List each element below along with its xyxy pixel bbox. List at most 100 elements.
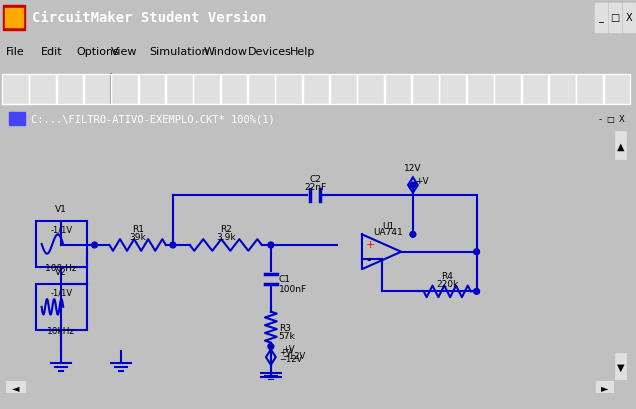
Circle shape — [410, 183, 416, 189]
Text: R4: R4 — [441, 271, 453, 280]
Bar — [576, 74, 603, 105]
Circle shape — [170, 243, 176, 248]
Bar — [111, 74, 138, 105]
Bar — [357, 74, 384, 105]
Bar — [609, 4, 621, 33]
Bar — [221, 74, 247, 105]
Text: R3: R3 — [279, 323, 291, 332]
Text: 39k: 39k — [129, 233, 146, 242]
Text: V2: V2 — [55, 267, 67, 276]
Text: −12V: −12V — [279, 354, 302, 363]
Bar — [385, 74, 411, 105]
Bar — [275, 74, 302, 105]
Bar — [412, 74, 439, 105]
Text: 22nF: 22nF — [304, 182, 326, 191]
Bar — [467, 74, 494, 105]
Bar — [439, 74, 466, 105]
Text: -1/1V: -1/1V — [50, 225, 73, 234]
Bar — [330, 74, 357, 105]
Bar — [549, 74, 576, 105]
Circle shape — [410, 232, 416, 238]
Circle shape — [474, 289, 480, 294]
Bar — [522, 74, 548, 105]
Bar — [357, 74, 384, 105]
Bar — [139, 74, 165, 105]
Bar — [604, 74, 630, 105]
Bar — [439, 74, 466, 105]
Text: +V: +V — [282, 344, 295, 353]
Bar — [303, 74, 329, 105]
Bar — [595, 112, 605, 127]
Text: U1: U1 — [382, 221, 394, 230]
Bar — [623, 4, 635, 33]
Circle shape — [92, 243, 97, 248]
Text: 100 Hz: 100 Hz — [45, 264, 77, 273]
Bar — [303, 74, 329, 105]
Bar — [29, 74, 56, 105]
Bar — [221, 74, 247, 105]
Text: −12V: −12V — [282, 351, 306, 360]
Bar — [193, 74, 220, 105]
Bar — [248, 74, 275, 105]
Circle shape — [474, 249, 480, 255]
Bar — [57, 74, 83, 105]
Bar — [467, 74, 494, 105]
Text: CircuitMaker Student Version: CircuitMaker Student Version — [32, 11, 266, 25]
Bar — [330, 74, 357, 105]
Text: Edit: Edit — [41, 47, 63, 57]
Bar — [623, 4, 635, 33]
Bar — [615, 132, 626, 160]
Text: _: _ — [598, 13, 604, 23]
Bar — [36, 284, 86, 330]
Bar — [615, 353, 626, 380]
Text: +V: +V — [279, 347, 291, 356]
Text: Devices: Devices — [248, 47, 292, 57]
Bar — [139, 74, 165, 105]
Bar — [193, 74, 220, 105]
Text: 100nF: 100nF — [279, 284, 307, 293]
Bar — [595, 381, 614, 393]
Bar — [57, 74, 83, 105]
Text: Options: Options — [76, 47, 119, 57]
Bar — [10, 112, 25, 126]
Text: View: View — [111, 47, 138, 57]
Bar — [522, 74, 548, 105]
Bar — [6, 381, 25, 393]
Text: -: - — [598, 115, 602, 124]
Text: ►: ► — [601, 382, 609, 392]
Text: File: File — [6, 47, 25, 57]
Bar — [29, 74, 56, 105]
Text: -1/1V: -1/1V — [50, 288, 73, 297]
Text: UA741: UA741 — [373, 228, 403, 237]
Text: X: X — [618, 115, 624, 124]
Bar — [2, 74, 29, 105]
Bar — [166, 74, 193, 105]
Bar — [3, 5, 25, 31]
Circle shape — [268, 344, 274, 350]
Text: -: - — [366, 253, 370, 266]
Text: Window: Window — [204, 47, 247, 57]
Text: +: + — [366, 239, 375, 249]
Bar — [385, 74, 411, 105]
Text: V1: V1 — [55, 204, 67, 213]
Bar — [616, 112, 626, 127]
Bar — [549, 74, 576, 105]
Text: ▲: ▲ — [617, 141, 625, 151]
Bar — [604, 74, 630, 105]
Bar — [595, 4, 607, 33]
Text: 3.9k: 3.9k — [216, 233, 235, 242]
Bar — [84, 74, 111, 105]
Text: C:...\FILTRO-ATIVO-EXEMPLO.CKT* 100%(1): C:...\FILTRO-ATIVO-EXEMPLO.CKT* 100%(1) — [31, 114, 275, 124]
Text: 220k: 220k — [436, 279, 459, 288]
Bar — [494, 74, 521, 105]
Text: C2: C2 — [309, 175, 321, 184]
Bar — [606, 112, 615, 127]
Text: C1: C1 — [279, 274, 291, 283]
Text: □: □ — [607, 115, 614, 124]
Text: 10kHz: 10kHz — [47, 326, 75, 335]
Bar — [248, 74, 275, 105]
Text: X: X — [626, 13, 632, 23]
Text: +V: +V — [415, 177, 429, 186]
Text: ▼: ▼ — [617, 362, 625, 371]
Bar — [494, 74, 521, 105]
